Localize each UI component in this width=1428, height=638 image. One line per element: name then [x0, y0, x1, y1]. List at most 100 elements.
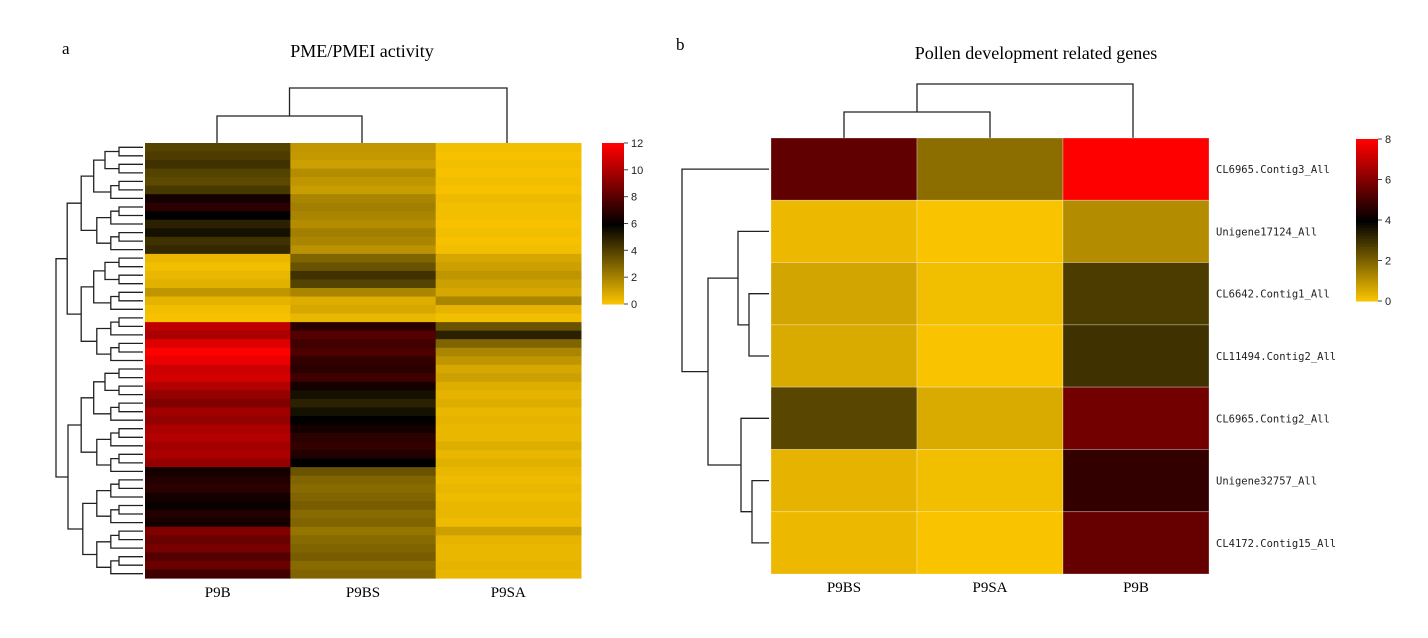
heatmap-a-cell — [145, 356, 291, 366]
heatmap-a-cell — [435, 305, 582, 315]
row-dendrogram-branch — [104, 261, 119, 281]
colorbar-a-segment — [602, 258, 624, 262]
colorbar-b-segment — [1356, 298, 1378, 302]
colorbar-a-segment — [602, 172, 624, 176]
colorbar-a-segment — [602, 223, 624, 227]
colorbar-a-segment — [602, 191, 624, 195]
heatmap-a-cell — [290, 305, 437, 315]
heatmap-a-cell — [435, 484, 582, 494]
colorbar-a-segment — [602, 282, 624, 286]
colorbar-a-segment — [602, 193, 624, 198]
colorbar-b-segment — [1356, 217, 1378, 221]
colorbar-a-segment — [602, 167, 624, 171]
heatmap-a-cell — [145, 484, 291, 494]
heatmap-b-cell — [916, 449, 1064, 513]
heatmap-a-cell — [145, 373, 291, 383]
colorbar-b-segment — [1356, 184, 1378, 189]
heatmap-a-cell — [145, 253, 291, 264]
row-dendrogram-branch — [96, 327, 111, 355]
heatmap-a-cell — [290, 543, 437, 554]
colorbar-b-segment — [1356, 279, 1378, 283]
colorbar-b-segment — [1356, 274, 1378, 278]
heatmap-a-cell — [145, 458, 291, 468]
row-dendrogram-branch — [737, 230, 769, 326]
heatmap-a-cell — [145, 151, 291, 161]
colorbar-b-segment — [1356, 171, 1378, 175]
heatmap-a-cell — [145, 543, 291, 554]
colorbar-b-segment — [1356, 233, 1378, 237]
colorbar-a-segment — [602, 239, 624, 243]
heatmap-a-cell — [145, 433, 291, 443]
colorbar-a-segment — [602, 255, 624, 259]
colorbar-a-segment — [602, 164, 624, 168]
colorbar-a-segment — [602, 151, 624, 155]
heatmap-a-cell — [145, 364, 291, 374]
heatmap-a-cell — [290, 415, 437, 426]
heatmap-a-cell — [145, 228, 291, 238]
panel-b-row-labels: CL6965.Contig3_All Unigene17124_All CL6642… — [1216, 164, 1336, 550]
heatmap-a-cell — [435, 160, 582, 170]
column-label: P9SA — [491, 585, 526, 601]
heatmap-a-cell — [435, 458, 582, 468]
column-label: P9B — [205, 585, 231, 601]
heatmap-b-cell — [770, 324, 918, 388]
colorbar-b-segment — [1356, 144, 1378, 148]
colorbar-a-segment — [602, 204, 624, 208]
heatmap-a-cell — [290, 501, 437, 511]
heatmap-a-cell — [145, 526, 291, 536]
heatmap-a-cell — [145, 143, 291, 153]
heatmap-a-cell — [290, 526, 437, 536]
column-label: P9B — [1123, 580, 1149, 596]
heatmap-a-cell — [290, 407, 437, 417]
colorbar-a-segment — [602, 153, 624, 157]
heatmap-a-cell — [435, 177, 582, 187]
row-dendrogram-branch — [110, 347, 143, 362]
heatmap-a-cell — [145, 415, 291, 426]
colorbar-a-segment — [602, 196, 624, 200]
panel-a-column-dendrogram — [216, 87, 508, 143]
colorbar-b-segment — [1356, 209, 1378, 213]
heatmap-a-cell — [435, 518, 582, 528]
panel-b-label: b — [676, 35, 685, 54]
heatmap-a-cell — [435, 279, 582, 289]
row-dendrogram-branch — [740, 417, 769, 513]
colorbar-a-segment — [602, 242, 624, 246]
heatmap-a-cell — [145, 305, 291, 315]
colorbar-a-segment — [602, 234, 624, 238]
heatmap-a-cell — [290, 245, 437, 255]
heatmap-a-cell — [435, 398, 582, 409]
heatmap-a-cell — [290, 313, 437, 323]
heatmap-a-cell — [145, 569, 291, 579]
heatmap-a-cell — [145, 381, 291, 391]
heatmap-a-cell — [435, 415, 582, 426]
panel-a-title: PME/PMEI activity — [290, 41, 434, 61]
heatmap-a-cell — [145, 194, 291, 204]
colorbar-a-segment — [602, 226, 624, 230]
row-dendrogram-branch — [82, 502, 97, 556]
row-dendrogram-branch — [110, 483, 143, 498]
colorbar-a-tick-label: 0 — [631, 299, 637, 311]
heatmap-a-cell — [290, 458, 437, 468]
heatmap-a-cell — [145, 347, 291, 357]
colorbar-b-segment — [1356, 265, 1378, 270]
colorbar-a-segment — [602, 228, 624, 233]
heatmap-a-cell — [145, 560, 291, 571]
heatmap-a-cell — [290, 560, 437, 571]
heatmap-a-cell — [290, 219, 437, 229]
panel-a: a PME/PMEI activity P9B P9BS P9SA 12 10 8 6 4 2… — [55, 39, 643, 601]
heatmap-b-cell — [916, 324, 1064, 388]
heatmap-a-cell — [435, 560, 582, 571]
heatmap-a-cell — [435, 526, 582, 536]
colorbar-b-segment — [1356, 284, 1378, 288]
colorbar-a-segment — [602, 298, 624, 302]
colorbar-b-segment — [1356, 220, 1378, 224]
heatmap-a-cell — [435, 143, 582, 153]
colorbar-a-segment — [602, 250, 624, 254]
colorbar-b-segment — [1356, 168, 1378, 172]
heatmap-a-cell — [435, 211, 582, 221]
heatmap-b-cell — [770, 449, 918, 513]
panel-b-title: Pollen development related genes — [915, 43, 1157, 63]
colorbar-a-segment — [602, 269, 624, 273]
panel-b: b Pollen development related genes P9BS P… — [676, 35, 1391, 596]
